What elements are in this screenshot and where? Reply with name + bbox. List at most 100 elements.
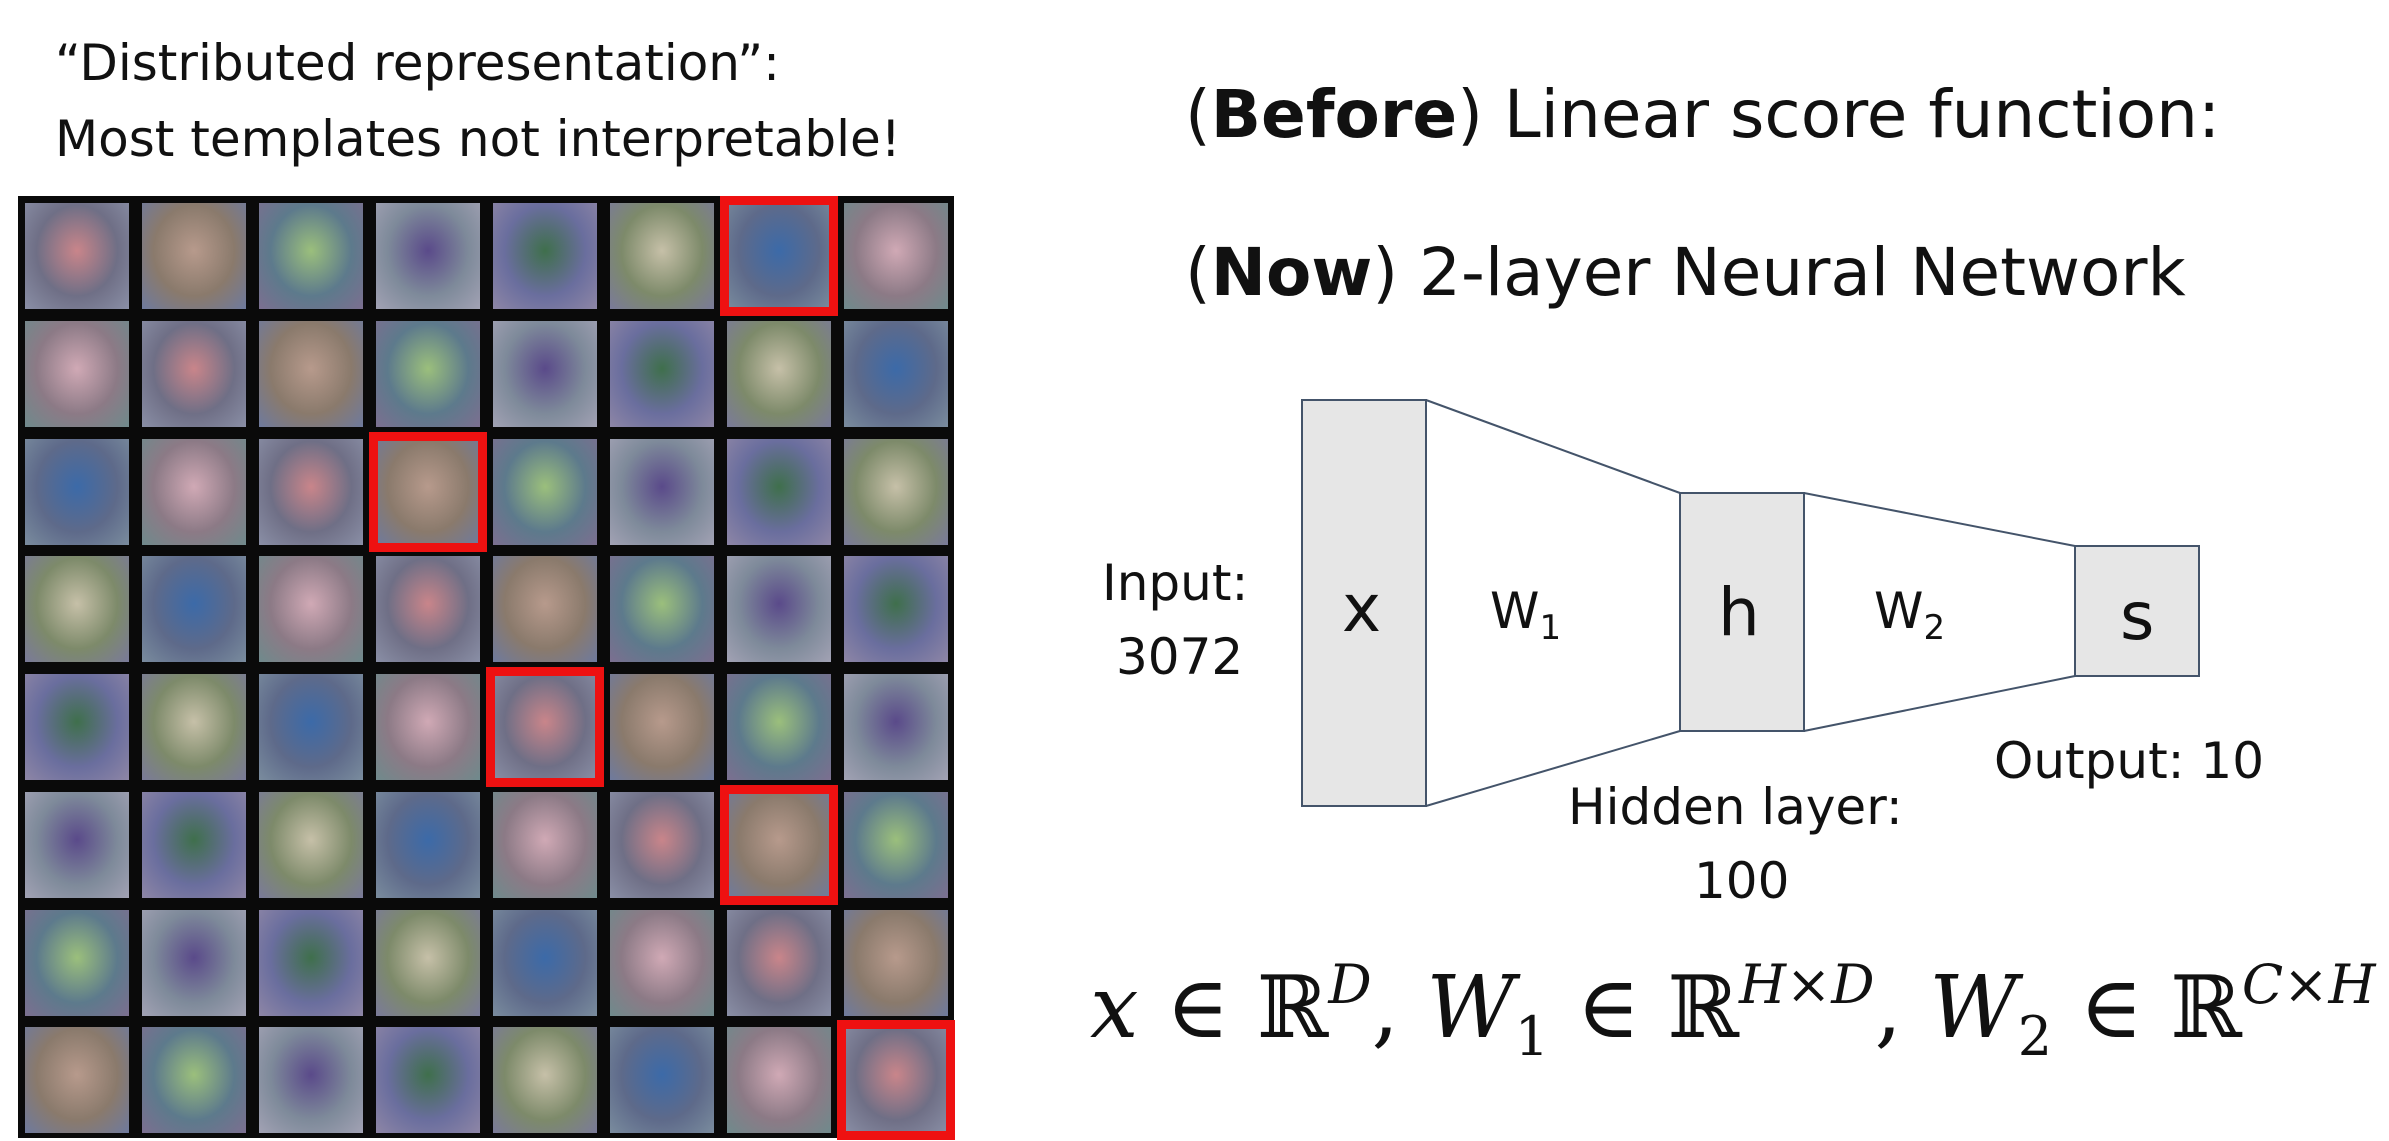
output-node-box (2074, 545, 2200, 677)
caption-line-1: “Distributed representation”: (55, 34, 780, 92)
template-tile (844, 909, 948, 1016)
node-x-label: x (1342, 570, 1382, 647)
template-tile (25, 909, 129, 1016)
eq-in-3: ∈ (2079, 958, 2144, 1058)
hidden-label-line-1: Hidden layer: (1568, 778, 1903, 836)
template-tile (727, 791, 831, 898)
template-tile (142, 791, 246, 898)
w2-sub: 2 (1923, 608, 1946, 648)
template-tile (376, 1027, 480, 1134)
template-tile (25, 320, 129, 427)
eq-sup-d: D (1328, 953, 1372, 1016)
edge-h-s-top (1803, 492, 2076, 547)
eq-sub-2: 2 (2017, 1005, 2053, 1068)
template-tile (376, 674, 480, 780)
template-tile (376, 320, 480, 427)
highlight-box (720, 784, 838, 905)
caption-line-2: Most templates not interpretable! (55, 110, 901, 168)
template-tile (142, 203, 246, 309)
w1-sub: 1 (1539, 608, 1562, 648)
template-tile (142, 674, 246, 780)
highlight-box (486, 667, 604, 787)
template-tile (844, 203, 948, 309)
template-tile (844, 674, 948, 780)
template-tile (727, 674, 831, 780)
template-tile (844, 556, 948, 663)
input-label-line-1: Input: (1102, 554, 1249, 612)
dimension-equation: x ∈ ℝD, W1 ∈ ℝH×D, W2 ∈ ℝC×H (1090, 958, 2376, 1064)
template-tile (493, 203, 597, 309)
hidden-label-line-2: 100 (1694, 852, 1790, 910)
template-tile (259, 1027, 363, 1134)
eq-sup-hxd: H×D (1738, 953, 1875, 1016)
template-tile (610, 909, 714, 1016)
eq-in-1: ∈ (1165, 958, 1230, 1058)
template-tile (727, 909, 831, 1016)
eq-comma-1: , (1371, 958, 1399, 1058)
edge-x-h-top (1425, 399, 1681, 494)
input-label-line-2: 3072 (1116, 628, 1244, 686)
eq-w1: W (1426, 958, 1515, 1058)
eq-in-2: ∈ (1576, 958, 1641, 1058)
template-tile (727, 320, 831, 427)
highlight-box (837, 1020, 955, 1141)
template-tile (376, 791, 480, 898)
template-tile (376, 909, 480, 1016)
edge-x-h-bottom (1425, 730, 1681, 807)
template-tile (727, 438, 831, 545)
template-tile (25, 674, 129, 780)
template-tile (844, 438, 948, 545)
eq-reals-2: ℝ (1667, 958, 1739, 1058)
template-tile (142, 438, 246, 545)
title-before: (Before) Linear score function: (1185, 76, 2221, 153)
template-tile (727, 203, 831, 309)
edge-h-s-bottom (1803, 675, 2076, 732)
template-tile (610, 791, 714, 898)
hidden-node-box (1679, 492, 1805, 732)
template-tile (259, 203, 363, 309)
template-tile (844, 320, 948, 427)
eq-reals-1: ℝ (1256, 958, 1329, 1058)
template-tile (259, 320, 363, 427)
template-tile (142, 320, 246, 427)
template-tile (610, 1027, 714, 1134)
template-tile (844, 791, 948, 898)
template-tile (259, 674, 363, 780)
template-tile (259, 556, 363, 663)
title-before-rest: ) Linear score function: (1457, 76, 2221, 153)
template-tile (25, 438, 129, 545)
w2-base: W (1874, 582, 1924, 640)
template-tile (610, 556, 714, 663)
template-tile (493, 674, 597, 780)
template-tile (25, 203, 129, 309)
template-tile (259, 438, 363, 545)
highlight-box (369, 431, 487, 552)
template-tile (727, 556, 831, 663)
w1-base: W (1490, 582, 1540, 640)
template-grid (18, 196, 955, 1141)
connection-lines (1425, 399, 2076, 807)
title-now-rest: ) 2-layer Neural Network (1372, 234, 2186, 311)
template-tile (493, 791, 597, 898)
eq-reals-3: ℝ (2170, 958, 2242, 1058)
template-tile (25, 791, 129, 898)
title-now: (Now) 2-layer Neural Network (1185, 234, 2186, 311)
eq-sub-1: 1 (1514, 1005, 1550, 1068)
title-before-bold: Before (1210, 76, 1458, 153)
template-tile (259, 909, 363, 1016)
node-s-label: s (2120, 578, 2155, 655)
output-label: Output: 10 (1994, 732, 2265, 790)
template-tile (493, 556, 597, 663)
template-tile (25, 556, 129, 663)
node-h-label: h (1718, 574, 1760, 651)
template-tile (493, 438, 597, 545)
template-tile (25, 1027, 129, 1134)
template-tile (493, 320, 597, 427)
title-now-bold: Now (1210, 234, 1373, 311)
template-tile (844, 1027, 948, 1134)
template-tile (259, 791, 363, 898)
template-tile (610, 438, 714, 545)
weight-w1-label: W1 (1490, 586, 1561, 645)
eq-comma-2: , (1874, 958, 1902, 1058)
